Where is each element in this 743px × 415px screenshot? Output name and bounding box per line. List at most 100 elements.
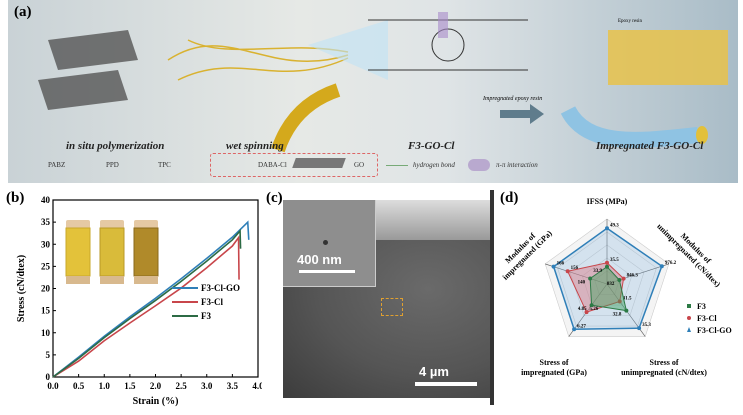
x-tick-label: 3.5 (227, 381, 239, 391)
legend-marker (687, 316, 691, 320)
data-label: 832 (607, 282, 615, 287)
stage-label: F3-GO-Cl (408, 140, 455, 152)
arrow-label: Impregnated epoxy resin (482, 96, 542, 102)
data-label: 5.26 (590, 307, 599, 312)
axis-label: Stress of unimpregnated (cN/dtex) (621, 358, 707, 377)
legend-ppd: PPD (106, 161, 119, 169)
spool-base (100, 276, 124, 284)
data-label: 140 (578, 281, 586, 286)
series-line-f3-cl-go (52, 220, 250, 378)
spool-base (66, 276, 90, 284)
grid-ring (569, 244, 645, 316)
sem-edge-highlight (373, 200, 490, 240)
sem-image: 400 nm 4 µm (283, 200, 490, 398)
series-area-f3 (589, 266, 628, 312)
series-area-f3-cl-go (552, 227, 663, 331)
x-tick-label: 2.0 (150, 381, 162, 391)
y-tick-label: 20 (41, 284, 51, 294)
data-point (617, 277, 622, 282)
main-scale-bar (415, 382, 477, 386)
divider (490, 190, 494, 405)
legend-go: GO (354, 161, 365, 169)
epoxy-layer (608, 30, 728, 85)
axis-label: Modulus ofimpregnated (GPa) (494, 222, 554, 282)
fiber-spool-photo (133, 227, 159, 277)
data-point (551, 264, 556, 269)
data-label: 846.3 (627, 274, 639, 279)
y-tick-label: 0 (46, 372, 51, 382)
panel-label-b: (b) (6, 190, 25, 206)
legend-hydrogen-bond: hydrogen bond (413, 161, 455, 169)
data-label: 32.8 (613, 313, 622, 318)
zoom-region-box (381, 298, 403, 316)
data-point (589, 303, 594, 308)
data-label: 156 (571, 266, 579, 271)
x-tick-label: 1.5 (124, 381, 136, 391)
data-point (605, 264, 609, 269)
data-point (617, 299, 622, 304)
data-label: 33.9 (593, 269, 602, 274)
x-tick-label: 4.0 (252, 381, 262, 391)
fiber-icon (271, 83, 341, 153)
impregnated-fiber-icon (560, 105, 699, 148)
stage-label: wet spinning (226, 140, 284, 152)
data-label: 166 (557, 262, 565, 267)
data-point (605, 260, 609, 265)
pi-interaction-highlight (438, 12, 448, 38)
data-label: 6.27 (577, 324, 586, 329)
data-point (637, 326, 642, 331)
data-label: 49.3 (610, 223, 619, 228)
x-tick-label: 3.0 (201, 381, 213, 391)
data-point (565, 269, 570, 274)
epoxy-label: Epoxy resin (618, 19, 643, 24)
light-beam-icon (308, 20, 388, 80)
pi-interaction-swatch (468, 159, 490, 171)
fiber-core-icon (696, 126, 708, 144)
sem-inset: 400 nm (283, 200, 376, 287)
particle-dot (323, 240, 328, 245)
legend-label: F3 (201, 311, 211, 321)
y-tick-label: 40 (41, 195, 51, 205)
data-label: 4.85 (578, 307, 587, 312)
stage-label: Impregnated F3-GO-Cl (596, 140, 704, 152)
schematic-panel: Impregnated epoxy resin Epoxy resin (a) … (8, 0, 738, 183)
legend-label: F3-Cl-GO (697, 326, 732, 335)
panel-label-a: (a) (14, 4, 32, 20)
fiber-spool-photo (65, 227, 91, 277)
data-label: 35.5 (610, 258, 619, 263)
inset-scale-bar (299, 270, 355, 273)
go-sheets-icon (38, 30, 138, 110)
panel-label-d: (d) (500, 190, 519, 206)
x-axis-label: Strain (%) (133, 396, 179, 407)
hydrogen-bond-line (386, 165, 408, 166)
axis-label: IFSS (MPa) (587, 197, 628, 206)
data-point (584, 310, 589, 315)
stage-label: in situ polymerization (66, 140, 165, 152)
fiber-spool-photo (99, 227, 125, 277)
legend-label: F3-Cl-GO (201, 283, 240, 293)
data-point (621, 276, 626, 281)
legend-daba-cl: DABA-Cl (258, 161, 287, 169)
radar-axis (606, 263, 669, 285)
x-tick-label: 1.0 (99, 381, 111, 391)
data-point (605, 226, 609, 231)
legend-tpc: TPC (158, 161, 171, 169)
legend-pi-interaction: π-π interaction (496, 161, 538, 169)
series-line-f3-cl (52, 235, 240, 378)
data-point (588, 276, 593, 281)
x-tick-label: 0.5 (73, 381, 85, 391)
data-point (624, 308, 629, 313)
schematic-illustration: Impregnated epoxy resin Epoxy resin (38, 12, 728, 153)
legend-marker (687, 304, 691, 308)
go-sheet-icon (292, 158, 346, 168)
grid-ring (581, 257, 633, 306)
axis-label: Modulus ofunimpregnated (cN/dtex) (655, 215, 729, 289)
data-point (572, 327, 577, 332)
data-label: 31.5 (623, 297, 632, 302)
grid-ring (557, 231, 657, 327)
y-tick-label: 35 (41, 217, 51, 227)
panel-label-c: (c) (266, 190, 283, 206)
data-label: 976.2 (665, 261, 677, 266)
radar-chart: 49.3 976.2 35.3 6.27 166 35.5 846.3 31.5 5.26 156… (494, 197, 732, 377)
legend-label: F3-Cl (201, 297, 223, 307)
